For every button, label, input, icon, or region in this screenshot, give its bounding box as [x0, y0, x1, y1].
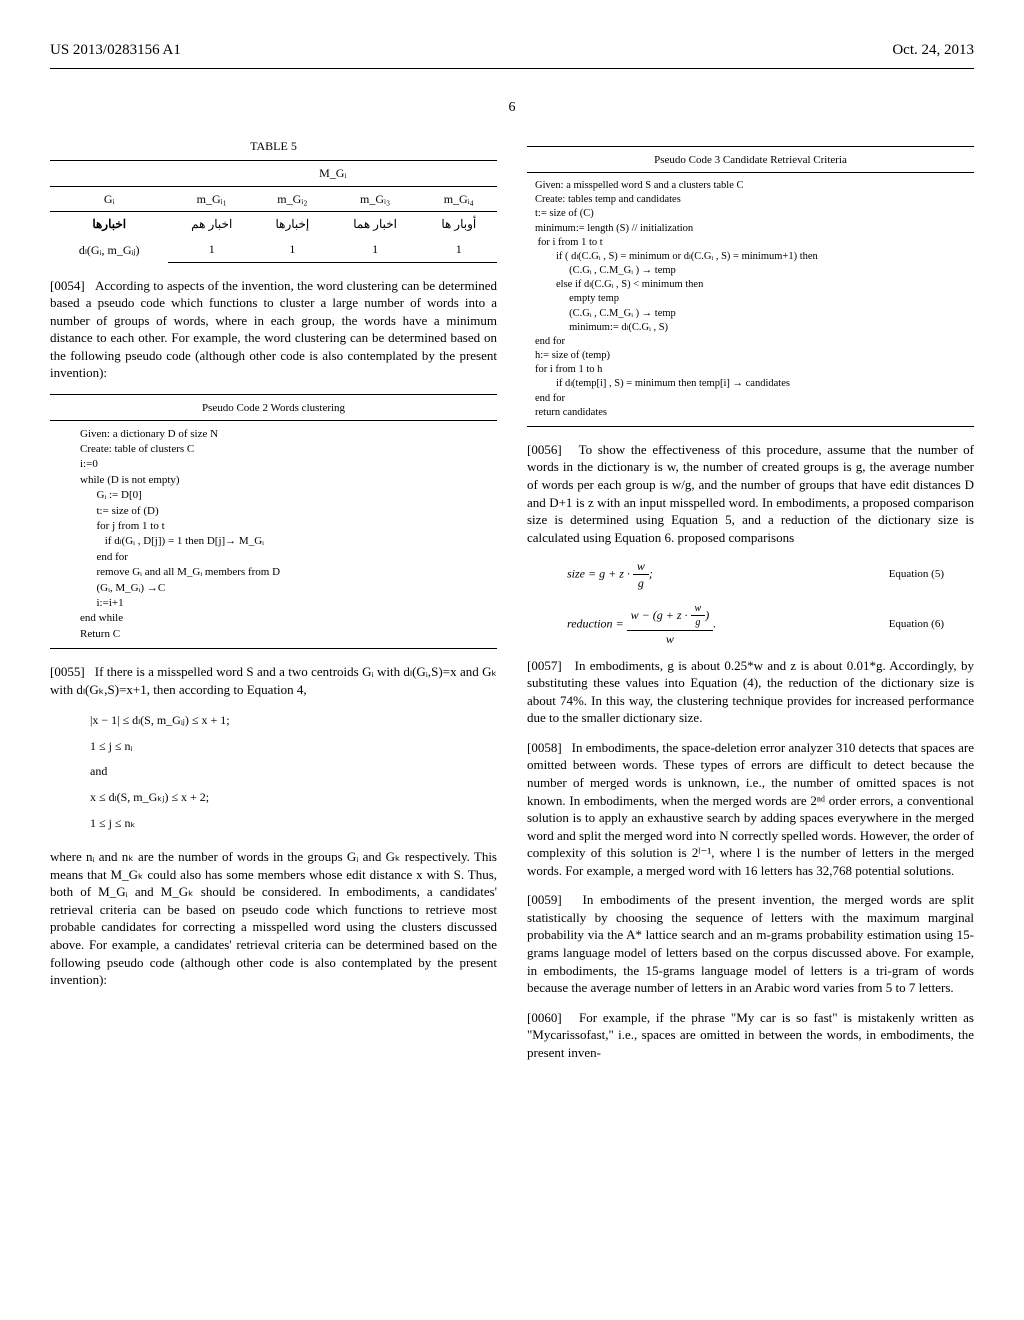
table5-w2: إخبارها [255, 211, 330, 236]
table5-h3: m_Gᵢ₃ [330, 186, 421, 211]
table5-d4: 1 [421, 237, 497, 262]
para-text: In embodiments of the present invention,… [527, 892, 974, 995]
paragraph-0055: [0055] If there is a misspelled word S a… [50, 663, 497, 698]
pseudo-code-2: Pseudo Code 2 Words clustering Given: a … [50, 394, 497, 649]
para-num: [0058] [527, 740, 562, 755]
eq6-suffix: . [713, 616, 716, 630]
table5-arabic-main: اخبارها [56, 216, 162, 232]
eq5-suffix: ; [649, 567, 653, 581]
paragraph-0054: [0054] According to aspects of the inven… [50, 277, 497, 382]
paragraph-0059: [0059] In embodiments of the present inv… [527, 891, 974, 996]
page-header: US 2013/0283156 A1 Oct. 24, 2013 [50, 40, 974, 69]
para-text: If there is a misspelled word S and a tw… [50, 664, 497, 697]
para-num: [0059] [527, 892, 562, 907]
para-num: [0056] [527, 442, 562, 457]
eq6-label: Equation (6) [889, 617, 974, 632]
patent-number: US 2013/0283156 A1 [50, 40, 181, 60]
eq6-den: w [627, 631, 714, 647]
eq-line: x ≤ dₗ(S, m_Gₖⱼ) ≤ x + 2; [90, 787, 497, 809]
table5-row3-label: dₗ(Gᵢ, m_Gᵢⱼ) [56, 242, 162, 258]
equation-5: size = g + z · wg; Equation (5) [527, 558, 974, 591]
eq5-prefix: size = g + z · [567, 567, 633, 581]
table5-w4: أوبار ها [421, 211, 497, 236]
pseudo2-title: Pseudo Code 2 Words clustering [50, 401, 497, 421]
paragraph-0056: [0056] To show the effectiveness of this… [527, 441, 974, 546]
para-text: To show the effectiveness of this proced… [527, 442, 974, 545]
eq-line: and [90, 761, 497, 783]
eq6-prefix: reduction = [567, 616, 627, 630]
para-num: [0054] [50, 278, 85, 293]
paragraph-0058: [0058] In embodiments, the space-deletio… [527, 739, 974, 879]
eq-line: 1 ≤ j ≤ nᵢ [90, 736, 497, 758]
paragraph-0060: [0060] For example, if the phrase "My ca… [527, 1009, 974, 1062]
eq-line: |x − 1| ≤ dₗ(S, m_Gᵢⱼ) ≤ x + 1; [90, 710, 497, 732]
table5-row1-label: Gᵢ [50, 186, 168, 211]
eq5-num: w [633, 558, 649, 575]
para-text: According to aspects of the invention, t… [50, 278, 497, 381]
eq-line: 1 ≤ j ≤ nₖ [90, 813, 497, 835]
table5-d1: 1 [168, 237, 255, 262]
eq6-numR: ) [705, 607, 709, 621]
pseudo3-title: Pseudo Code 3 Candidate Retrieval Criter… [527, 153, 974, 173]
para-num: [0055] [50, 664, 85, 679]
para-text: where nᵢ and nₖ are the number of words … [50, 849, 497, 987]
page-number: 6 [50, 99, 974, 118]
table5-w3: اخبار هما [330, 211, 421, 236]
table5-caption: TABLE 5 [50, 138, 497, 154]
two-column-layout: TABLE 5 M_Gᵢ Gᵢ m_Gᵢ₁ m_Gᵢ₂ m_Gᵢ₃ m_Gᵢ₄ … [50, 138, 974, 1073]
para-num: [0057] [527, 658, 562, 673]
equation-6: reduction = w − (g + z · wg)w. Equation … [527, 602, 974, 647]
eq6-iden: g [691, 616, 706, 630]
pseudo3-body: Given: a misspelled word S and a cluster… [527, 179, 974, 420]
paragraph-0057: [0057] In embodiments, g is about 0.25*w… [527, 657, 974, 727]
left-column: TABLE 5 M_Gᵢ Gᵢ m_Gᵢ₁ m_Gᵢ₂ m_Gᵢ₃ m_Gᵢ₄ … [50, 138, 497, 1073]
right-column: Pseudo Code 3 Candidate Retrieval Criter… [527, 138, 974, 1073]
publication-date: Oct. 24, 2013 [892, 40, 974, 60]
table5-h4: m_Gᵢ₄ [421, 186, 497, 211]
table5-h1: m_Gᵢ₁ [168, 186, 255, 211]
para-num: [0060] [527, 1010, 562, 1025]
table5: M_Gᵢ Gᵢ m_Gᵢ₁ m_Gᵢ₂ m_Gᵢ₃ m_Gᵢ₄ اخبارها … [50, 160, 497, 262]
para-text: In embodiments, the space-deletion error… [527, 740, 974, 878]
table5-mg-header: M_Gᵢ [168, 161, 497, 186]
eq6-inum: w [691, 602, 706, 617]
eq6-numL: w − (g + z · [631, 607, 691, 621]
eq5-label: Equation (5) [889, 567, 974, 582]
para-text: For example, if the phrase "My car is so… [527, 1010, 974, 1060]
table5-d3: 1 [330, 237, 421, 262]
table5-h2: m_Gᵢ₂ [255, 186, 330, 211]
pseudo-code-3: Pseudo Code 3 Candidate Retrieval Criter… [527, 146, 974, 427]
para-text: In embodiments, g is about 0.25*w and z … [527, 658, 974, 726]
table5-w1: اخبار هم [168, 211, 255, 236]
eq5-den: g [633, 575, 649, 591]
pseudo2-body: Given: a dictionary D of size N Create: … [50, 427, 497, 642]
table5-d2: 1 [255, 237, 330, 262]
paragraph-after-eq: where nᵢ and nₖ are the number of words … [50, 848, 497, 988]
equation-block-4: |x − 1| ≤ dₗ(S, m_Gᵢⱼ) ≤ x + 1; 1 ≤ j ≤ … [50, 710, 497, 834]
